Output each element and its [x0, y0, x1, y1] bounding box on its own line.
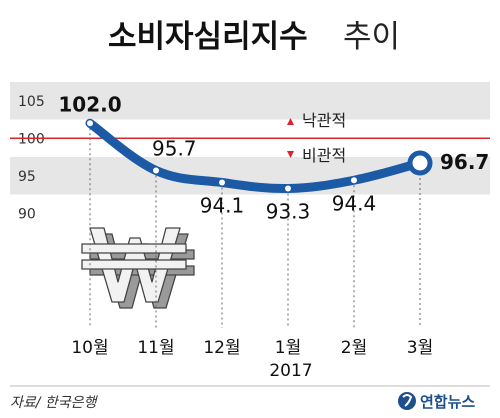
data-point-2 [219, 179, 225, 186]
x-axis-year-label: 2017 [269, 361, 312, 381]
data-label-0: 102.0 [58, 92, 121, 116]
data-point-0 [87, 120, 93, 127]
data-label-5: 96.7 [440, 150, 489, 174]
triangle-up-icon [287, 118, 294, 125]
chart-title-suffix: 추이 [343, 19, 400, 55]
data-point-1 [153, 167, 159, 174]
y-tick-0: 105 [18, 94, 45, 110]
x-tick-5: 3월 [407, 338, 433, 358]
source-note: 자료/ 한국은행 [10, 395, 99, 411]
data-label-1: 95.7 [152, 137, 197, 161]
chart-title: 소비자심리지수 [108, 19, 308, 55]
triangle-down-icon [287, 151, 294, 158]
y-axis-ticks: 105 100 95 90 [18, 94, 45, 223]
x-tick-0: 10월 [71, 338, 108, 358]
legend-optimistic-label: 낙관적 [302, 111, 346, 130]
data-label-3: 93.3 [266, 200, 311, 224]
won-symbol-icon [81, 227, 195, 309]
logo-text: 연합뉴스 [420, 393, 475, 411]
series-line [85, 118, 425, 194]
x-tick-3: 1월 [275, 338, 301, 358]
band-0 [10, 82, 490, 120]
y-tick-3: 90 [18, 206, 36, 222]
data-label-4: 94.4 [332, 191, 377, 215]
data-label-2: 94.1 [200, 194, 245, 218]
data-point-4 [351, 177, 357, 184]
data-markers [87, 120, 433, 192]
data-labels: 102.0 95.7 94.1 93.3 94.4 96.7 [58, 92, 489, 223]
band-3 [10, 194, 490, 232]
data-point-3 [285, 185, 291, 192]
y-tick-2: 95 [18, 169, 36, 185]
x-axis-ticks: 10월 11월 12월 1월 2월 3월 [71, 338, 433, 358]
y-tick-1: 100 [18, 131, 45, 147]
x-tick-1: 11월 [137, 338, 174, 358]
x-tick-4: 2월 [341, 338, 367, 358]
yonhap-logo-icon: 연합뉴스 [398, 392, 475, 411]
legend: 낙관적 비관적 [287, 111, 346, 165]
legend-pessimistic-label: 비관적 [302, 146, 346, 165]
data-point-5 [407, 150, 433, 176]
vertical-guides [89, 123, 421, 328]
x-tick-2: 12월 [203, 338, 240, 358]
